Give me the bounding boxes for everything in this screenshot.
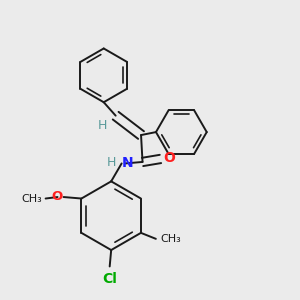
- Text: H: H: [97, 118, 107, 132]
- Text: O: O: [51, 190, 63, 203]
- Text: N: N: [122, 155, 133, 170]
- Text: CH₃: CH₃: [160, 234, 181, 244]
- Text: Cl: Cl: [102, 272, 117, 286]
- Text: H: H: [107, 156, 116, 169]
- Text: O: O: [164, 151, 175, 165]
- Text: CH₃: CH₃: [22, 194, 43, 203]
